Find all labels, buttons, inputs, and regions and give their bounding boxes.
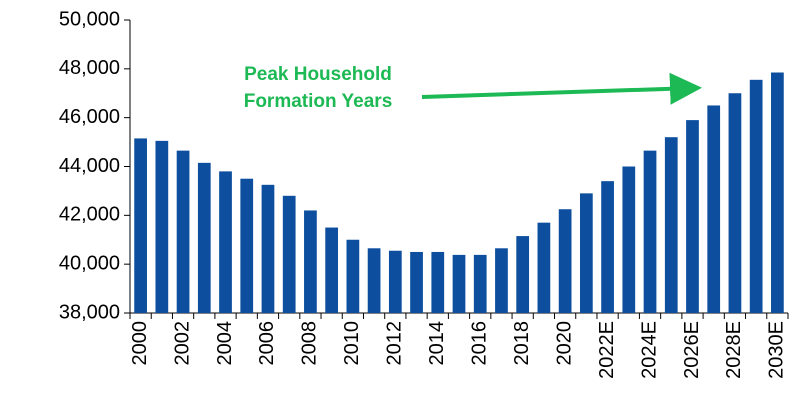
y-tick-label: 48,000: [59, 57, 120, 79]
x-tick-label: 2026E: [681, 321, 703, 379]
bar: [728, 93, 742, 313]
bar: [579, 193, 593, 313]
x-tick-label: 2002: [171, 321, 193, 366]
x-tick-label: 2000: [129, 321, 151, 366]
bar: [219, 171, 232, 313]
x-tick-label: 2012: [384, 321, 406, 366]
x-tick-label: 2020: [553, 321, 575, 366]
bar: [452, 254, 466, 313]
x-tick-label: 2028E: [723, 321, 745, 379]
bar: [558, 209, 572, 313]
y-tick-label: 40,000: [59, 252, 120, 274]
bar: [431, 251, 445, 313]
x-tick-label: 2024E: [638, 321, 660, 379]
x-tick-label: 2030E: [766, 321, 788, 379]
x-tick-label: 2004: [214, 321, 236, 366]
bar: [304, 210, 317, 313]
bar: [771, 72, 784, 313]
x-tick-label: 2016: [469, 321, 491, 366]
x-tick-label: 2008: [299, 321, 321, 366]
bar: [261, 184, 275, 313]
y-tick-label: 44,000: [59, 155, 120, 177]
bar: [410, 251, 423, 313]
bar: [495, 248, 508, 313]
bar: [622, 166, 636, 313]
y-tick-label: 42,000: [59, 204, 120, 226]
x-tick-label: 2010: [341, 321, 363, 366]
bar: [707, 105, 721, 313]
bar: [176, 150, 190, 313]
bar: [134, 138, 147, 313]
bar: [240, 178, 254, 313]
annotation-text: Peak Household: [244, 64, 392, 85]
x-tick-label: 2018: [511, 321, 533, 366]
y-tick-label: 46,000: [59, 106, 120, 128]
bar: [601, 181, 614, 313]
bar: [155, 140, 169, 313]
y-tick-label: 38,000: [59, 301, 120, 323]
x-tick-label: 2022E: [596, 321, 618, 379]
bar: [686, 120, 699, 313]
bar: [473, 254, 487, 313]
bar: [282, 195, 296, 313]
bar: [367, 248, 381, 313]
bar: [537, 222, 551, 313]
bar: [643, 150, 657, 313]
x-tick-label: 2014: [426, 321, 448, 366]
bar: [516, 236, 530, 313]
x-tick-label: 2006: [256, 321, 278, 366]
annotation-text: Formation Years: [244, 91, 393, 112]
bar: [325, 227, 339, 313]
bar: [346, 239, 360, 313]
y-tick-label: 50,000: [59, 8, 120, 30]
bar: [664, 137, 678, 313]
bar: [197, 162, 211, 313]
annotation-arrow: [421, 72, 702, 105]
bar: [749, 79, 763, 313]
bar: [388, 250, 402, 313]
